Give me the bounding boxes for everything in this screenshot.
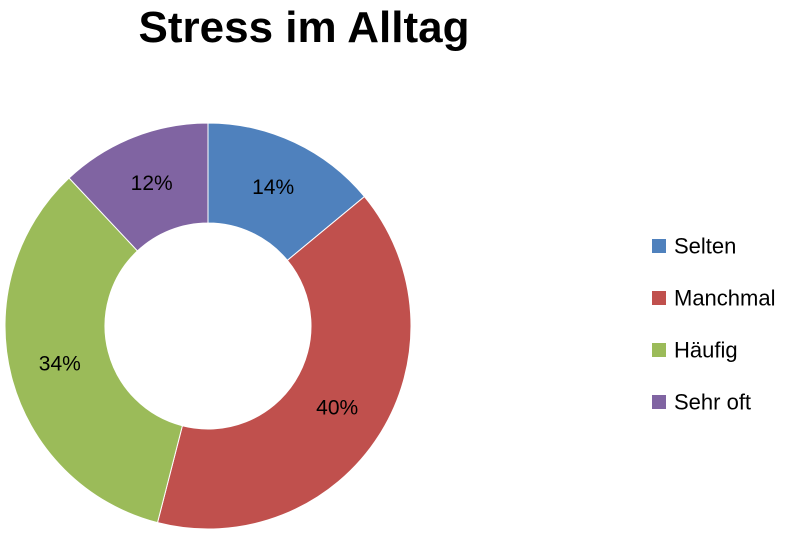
legend-label-haufig: Häufig [674,338,738,363]
legend-label-sehr-oft: Sehr oft [674,390,751,415]
donut-slices [4,122,412,530]
slice-manchmal [156,195,412,530]
legend-label-manchmal: Manchmal [674,286,775,311]
slice-label-haufig: 34% [39,353,81,376]
slice-haufig [4,177,183,524]
chart-legend: Selten Manchmal Häufig Sehr oft [652,234,775,415]
slice-sehr-oft [68,122,209,252]
slice-selten [207,122,366,262]
slice-label-sehr-oft: 12% [131,172,173,195]
chart-title: Stress im Alltag [138,3,470,52]
slice-labels: 14% 40% 34% 12% [39,172,358,419]
legend-swatch-selten [652,239,666,253]
legend-swatch-manchmal [652,291,666,305]
slice-label-manchmal: 40% [316,396,358,419]
legend-swatch-haufig [652,343,666,357]
slice-label-selten: 14% [252,176,294,199]
legend-swatch-sehr-oft [652,395,666,409]
legend-label-selten: Selten [674,234,736,259]
